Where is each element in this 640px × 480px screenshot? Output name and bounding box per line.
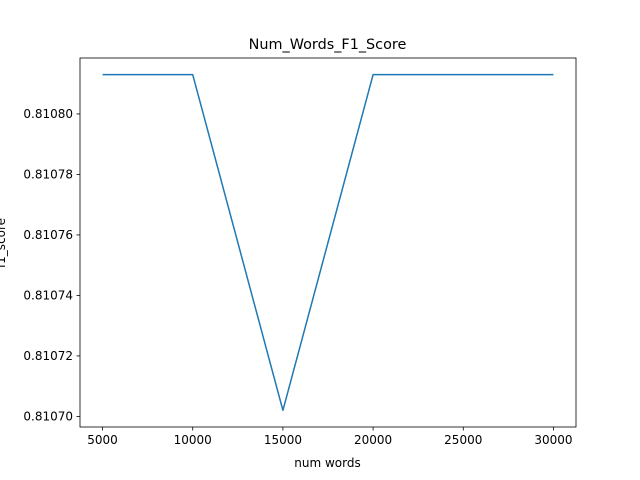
y-axis-label: f1_score xyxy=(0,218,8,268)
x-tick-label: 25000 xyxy=(444,433,482,447)
y-tick-label: 0.81080 xyxy=(23,107,73,121)
axes-frame xyxy=(79,57,577,428)
y-tick-label: 0.81070 xyxy=(23,410,73,424)
x-tick-label: 20000 xyxy=(354,433,392,447)
series-group xyxy=(102,73,554,412)
y-tick-label: 0.81072 xyxy=(23,349,73,363)
series-line xyxy=(102,73,554,412)
y-tick-label: 0.81076 xyxy=(23,228,73,242)
x-tick-label: 15000 xyxy=(264,433,302,447)
x-tick-label: 5000 xyxy=(87,433,118,447)
x-axis-label: num words xyxy=(294,456,360,470)
y-axis-ticks: 0.81070 0.81072 0.81074 0.81076 0.81078 0.810… xyxy=(23,107,80,424)
y-tick-label: 0.81078 xyxy=(23,168,73,182)
y-tick-label: 0.81074 xyxy=(23,289,73,303)
chart-title: Num_Words_F1_Score xyxy=(249,37,407,53)
x-tick-label: 30000 xyxy=(534,433,572,447)
x-axis-ticks: 5000 10000 15000 20000 25000 30000 xyxy=(87,427,573,447)
x-tick-label: 10000 xyxy=(174,433,212,447)
